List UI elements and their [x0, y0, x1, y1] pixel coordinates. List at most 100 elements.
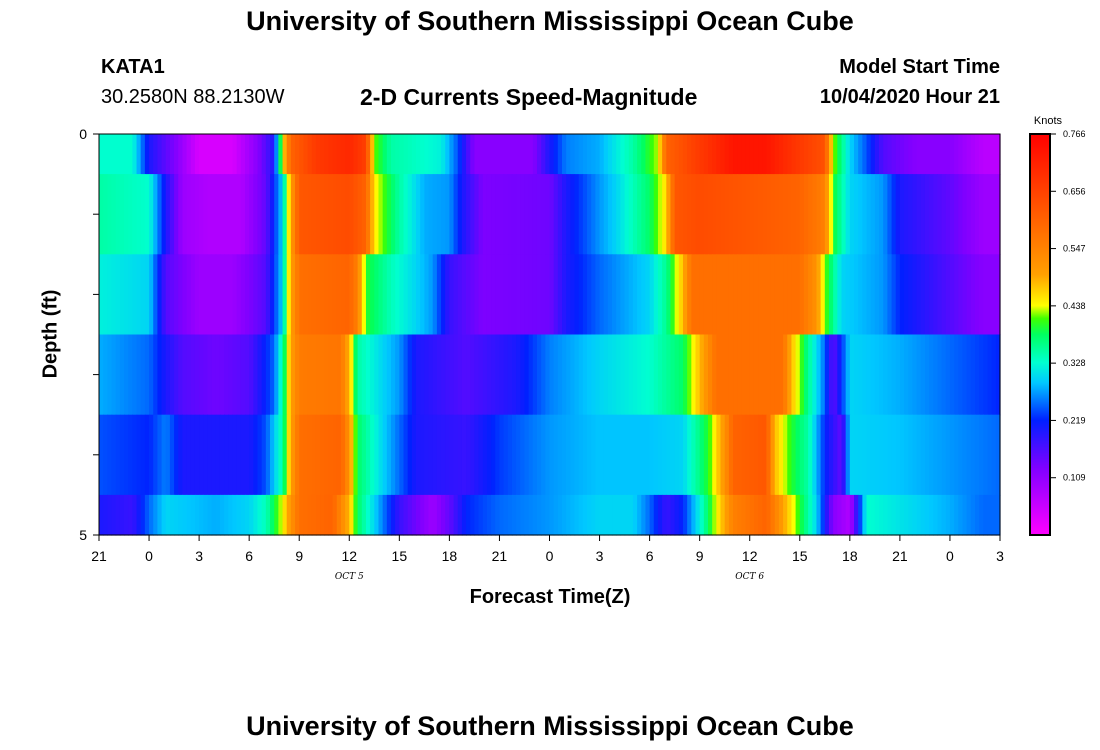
heatmap-cell-layer-4 [866, 414, 872, 496]
heatmap-cell-layer-0 [274, 134, 279, 175]
heatmap-cell-layer-0 [357, 134, 363, 175]
heatmap-cell-layer-5 [624, 494, 630, 536]
heatmap-cell-layer-5 [482, 494, 488, 536]
heatmap-cell-layer-1 [211, 174, 217, 255]
heatmap-cell-layer-1 [424, 174, 430, 255]
heatmap-cell-layer-0 [691, 134, 697, 175]
heatmap-cell-layer-5 [795, 494, 801, 536]
heatmap-cell-layer-1 [507, 174, 513, 255]
heatmap-cell-layer-1 [741, 174, 747, 255]
heatmap-cell-layer-1 [766, 174, 772, 255]
heatmap-cell-layer-0 [824, 134, 830, 175]
heatmap-cell-layer-2 [378, 254, 384, 336]
heatmap-cell-layer-4 [653, 414, 659, 496]
heatmap-cell-layer-0 [140, 134, 146, 175]
heatmap-cell-layer-2 [528, 254, 534, 336]
x-tick-label: 0 [946, 548, 954, 564]
heatmap-cell-layer-4 [687, 414, 692, 496]
heatmap-cell-layer-2 [616, 254, 622, 336]
heatmap-cell-layer-5 [144, 494, 150, 536]
heatmap-cell-layer-5 [837, 494, 843, 536]
heatmap-cell-layer-5 [874, 494, 880, 536]
heatmap-cell-layer-4 [441, 414, 446, 496]
heatmap-cell-layer-0 [303, 134, 309, 175]
heatmap-cell-layer-4 [545, 414, 551, 496]
x-axis-ticks: 21 0 3 6 9 12 15 18 21 0 3 6 9 12 15 18 21 0 3 OCT 5 OCT 6 [91, 535, 1004, 582]
x-tick-label: 6 [646, 548, 654, 564]
heatmap-cell-layer-2 [691, 254, 697, 336]
x-tick-label: 15 [392, 548, 408, 564]
heatmap-cell-layer-2 [453, 254, 459, 336]
heatmap-cell-layer-2 [958, 254, 964, 336]
heatmap-cell-layer-5 [290, 494, 296, 536]
heatmap-cell-layer-3 [758, 334, 763, 416]
heatmap-cell-layer-1 [199, 174, 204, 255]
heatmap-cell-layer-1 [182, 174, 188, 255]
heatmap-cell-layer-4 [949, 414, 955, 496]
heatmap-cell-layer-1 [240, 174, 246, 255]
heatmap-cell-layer-3 [461, 334, 467, 416]
heatmap-cell-layer-0 [812, 134, 818, 175]
heatmap-cell-layer-5 [833, 494, 838, 536]
heatmap-cell-layer-1 [770, 174, 776, 255]
heatmap-cell-layer-0 [645, 134, 651, 175]
heatmap-cell-layer-2 [703, 254, 709, 336]
heatmap-cell-layer-5 [745, 494, 751, 536]
heatmap-cell-layer-1 [849, 174, 855, 255]
heatmap-cell-layer-2 [153, 254, 158, 336]
heatmap-cell-layer-3 [390, 334, 396, 416]
heatmap-cell-layer-0 [783, 134, 788, 175]
heatmap-cell-layer-4 [361, 414, 367, 496]
heatmap-cell-layer-0 [949, 134, 955, 175]
heatmap-cell-layer-2 [570, 254, 576, 336]
heatmap-cell-layer-4 [274, 414, 279, 496]
heatmap-cell-layer-1 [562, 174, 567, 255]
heatmap-cell-layer-2 [111, 254, 117, 336]
heatmap-cell-layer-2 [328, 254, 334, 336]
heatmap-cell-layer-3 [774, 334, 780, 416]
heatmap-cell-layer-3 [979, 334, 984, 416]
heatmap-cell-layer-4 [616, 414, 622, 496]
heatmap-cell-layer-5 [958, 494, 964, 536]
heatmap-cell-layer-1 [357, 174, 363, 255]
heatmap-cell-layer-5 [758, 494, 763, 536]
heatmap-cell-layer-1 [407, 174, 413, 255]
heatmap-cell-layer-3 [466, 334, 471, 416]
heatmap-cell-layer-0 [370, 134, 375, 175]
heatmap-cell-layer-0 [728, 134, 734, 175]
heatmap-cell-layer-1 [866, 174, 872, 255]
heatmap-cell-layer-2 [720, 254, 726, 336]
heatmap-cell-layer-1 [161, 174, 167, 255]
heatmap-cell-layer-2 [161, 254, 167, 336]
heatmap-cell-layer-1 [912, 174, 918, 255]
heatmap-cell-layer-1 [99, 174, 104, 255]
heatmap-cell-layer-3 [549, 334, 555, 416]
heatmap-cell-layer-2 [274, 254, 279, 336]
heatmap-cell-layer-2 [941, 254, 947, 336]
heatmap-cell-layer-0 [236, 134, 242, 175]
heatmap-cell-layer-2 [320, 254, 325, 336]
heatmap-cell-layer-1 [545, 174, 551, 255]
heatmap-cell-layer-3 [165, 334, 171, 416]
heatmap-cell-layer-3 [516, 334, 521, 416]
heatmap-cell-layer-1 [257, 174, 263, 255]
heatmap-cell-layer-2 [236, 254, 242, 336]
heatmap-cell-layer-1 [828, 174, 834, 255]
heatmap-cell-layer-0 [286, 134, 292, 175]
heatmap-cell-layer-1 [203, 174, 209, 255]
heatmap-cell-layer-5 [528, 494, 534, 536]
heatmap-cell-layer-1 [599, 174, 605, 255]
heatmap-cell-layer-4 [253, 414, 259, 496]
heatmap-cell-layer-4 [712, 414, 717, 496]
heatmap-cell-layer-5 [770, 494, 776, 536]
heatmap-cell-layer-2 [349, 254, 355, 336]
heatmap-cell-layer-4 [132, 414, 138, 496]
heatmap-cell-layer-5 [753, 494, 759, 536]
heatmap-cell-layer-4 [708, 414, 713, 496]
heatmap-cell-layer-1 [758, 174, 763, 255]
heatmap-cell-layer-5 [562, 494, 567, 536]
heatmap-cell-layer-4 [119, 414, 125, 496]
heatmap-cell-layer-1 [416, 174, 421, 255]
heatmap-cell-layer-2 [624, 254, 630, 336]
heatmap-cell-layer-2 [937, 254, 943, 336]
